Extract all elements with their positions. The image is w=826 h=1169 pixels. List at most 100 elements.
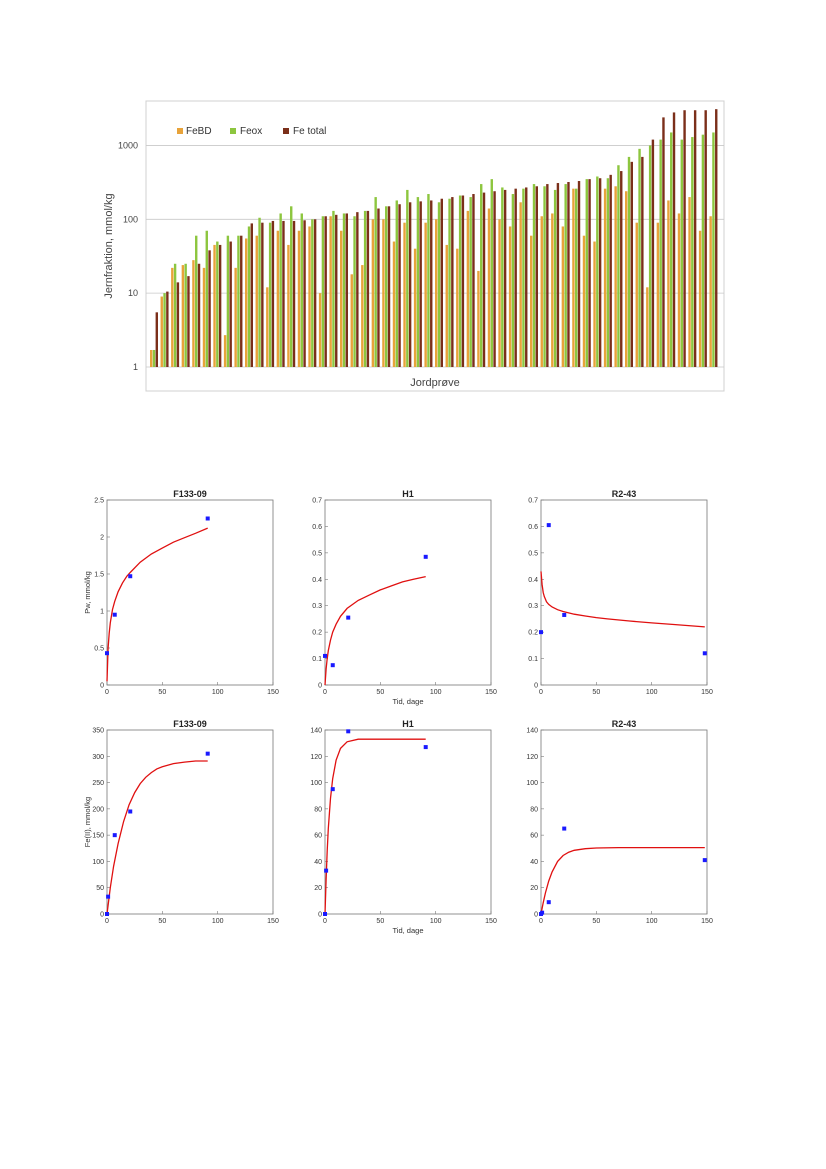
bar-fe-total bbox=[271, 220, 275, 367]
y-tick-label: 100 bbox=[526, 780, 538, 787]
bar-fe-total bbox=[324, 216, 327, 367]
panel-6: R2-43 0 20 40 60 80 100 120 140 0 50 100 150 bbox=[526, 719, 713, 925]
bar-fe-total bbox=[693, 110, 697, 367]
y-tick-label: 80 bbox=[530, 806, 538, 813]
bar-fe-total bbox=[535, 186, 538, 367]
bar-feox bbox=[353, 216, 356, 367]
bar-feox bbox=[321, 216, 325, 367]
y-tick-label: 20 bbox=[530, 885, 538, 892]
legend-label-feox: Feox bbox=[240, 126, 262, 137]
bar-fe-total bbox=[366, 210, 370, 367]
bar-feox bbox=[575, 188, 578, 367]
y-tick-label: 150 bbox=[92, 833, 104, 840]
panel-frame bbox=[540, 729, 708, 915]
bar-febd bbox=[287, 244, 290, 367]
bar-febd bbox=[435, 219, 438, 367]
bar-febd bbox=[192, 260, 195, 367]
panel-3: R2-43 0 0.1 0.2 0.3 0.4 0.5 0.6 0.7 0 50 100 150 bbox=[528, 489, 713, 696]
bar-fe-total bbox=[651, 139, 655, 367]
fit-curve bbox=[106, 527, 208, 682]
bar-fe-total bbox=[472, 194, 475, 367]
y-tick-label: 250 bbox=[92, 780, 104, 787]
x-tick-label: 0 bbox=[105, 689, 109, 696]
legend-swatch-feox bbox=[230, 128, 236, 134]
bar-febd bbox=[646, 287, 649, 367]
bar-febd bbox=[371, 219, 375, 367]
bar-feox bbox=[659, 139, 662, 367]
y-tick-label: 100 bbox=[310, 780, 322, 787]
bar-chart-y-tick-label: 10 bbox=[128, 288, 138, 298]
x-axis-label: Tid, dage bbox=[393, 926, 424, 935]
y-tick-label: 0 bbox=[534, 912, 538, 919]
bar-fe-total bbox=[313, 219, 317, 367]
bar-feox bbox=[374, 197, 377, 367]
bar-feox bbox=[226, 235, 230, 367]
data-point bbox=[105, 912, 109, 916]
bar-chart-bars bbox=[150, 109, 718, 368]
bar-fe-total bbox=[514, 188, 517, 367]
x-tick-label: 50 bbox=[158, 689, 166, 696]
y-tick-label: 0.7 bbox=[528, 498, 538, 505]
data-point bbox=[539, 630, 543, 635]
bar-chart-y-axis-label: Jernfraktion, mmol/kg bbox=[103, 193, 115, 298]
bar-feox bbox=[532, 184, 536, 367]
bar-feox bbox=[712, 132, 715, 367]
bar-feox bbox=[606, 178, 610, 367]
fit-curve bbox=[324, 738, 426, 915]
bar-febd bbox=[297, 230, 301, 367]
panel-5: H1 0 20 40 60 80 100 120 140 0 50 100 150 Tid, dage bbox=[310, 719, 497, 935]
bar-febd bbox=[403, 222, 406, 367]
data-point bbox=[106, 894, 111, 899]
bar-febd bbox=[572, 188, 575, 367]
bar-febd bbox=[413, 248, 417, 367]
y-tick-label: 300 bbox=[92, 754, 104, 761]
bar-feox bbox=[553, 189, 557, 367]
data-point bbox=[562, 826, 567, 831]
panel-2: H1 0 0.1 0.2 0.3 0.4 0.5 0.6 0.7 0 50 100 150 Tid, da… bbox=[312, 489, 497, 706]
bar-febd bbox=[582, 235, 586, 367]
fit-curve bbox=[106, 760, 208, 915]
panel-title: F133-09 bbox=[173, 719, 207, 729]
bar-febd bbox=[382, 219, 385, 367]
bar-febd bbox=[498, 219, 501, 367]
bar-fe-total bbox=[398, 204, 401, 367]
data-point bbox=[423, 745, 428, 750]
y-tick-label: 80 bbox=[314, 806, 322, 813]
panel-frame bbox=[106, 499, 274, 686]
data-point bbox=[546, 523, 551, 528]
bar-fe-total bbox=[197, 263, 201, 367]
y-tick-label: 0.4 bbox=[528, 577, 538, 584]
y-tick-label: 40 bbox=[314, 859, 322, 866]
bar-febd bbox=[466, 210, 470, 367]
bar-febd bbox=[329, 216, 332, 367]
y-tick-label: 0.3 bbox=[528, 603, 538, 610]
bar-fe-total bbox=[440, 198, 443, 367]
bar-feox bbox=[385, 206, 388, 367]
bar-fe-total bbox=[546, 184, 549, 367]
bar-feox bbox=[701, 134, 705, 367]
bar-feox bbox=[469, 197, 472, 367]
bar-feox bbox=[300, 213, 303, 367]
data-point bbox=[205, 516, 210, 521]
y-tick-label: 140 bbox=[526, 728, 538, 735]
x-tick-label: 150 bbox=[701, 689, 713, 696]
bar-febd bbox=[266, 287, 269, 367]
bar-febd bbox=[276, 230, 280, 367]
data-point bbox=[324, 868, 329, 873]
bar-fe-total bbox=[683, 110, 686, 367]
y-tick-label: 50 bbox=[96, 885, 104, 892]
y-tick-label: 40 bbox=[530, 859, 538, 866]
bar-feox bbox=[332, 210, 335, 367]
data-point bbox=[423, 554, 428, 559]
y-tick-label: 0.5 bbox=[94, 646, 104, 653]
y-tick-label: 120 bbox=[526, 754, 538, 761]
y-tick-label: 1 bbox=[100, 609, 104, 616]
bar-feox bbox=[585, 179, 588, 367]
y-tick-label: 140 bbox=[310, 728, 322, 735]
data-point bbox=[702, 651, 707, 656]
x-tick-label: 150 bbox=[267, 918, 279, 925]
bar-febd bbox=[340, 230, 343, 367]
bar-feox bbox=[617, 165, 620, 367]
